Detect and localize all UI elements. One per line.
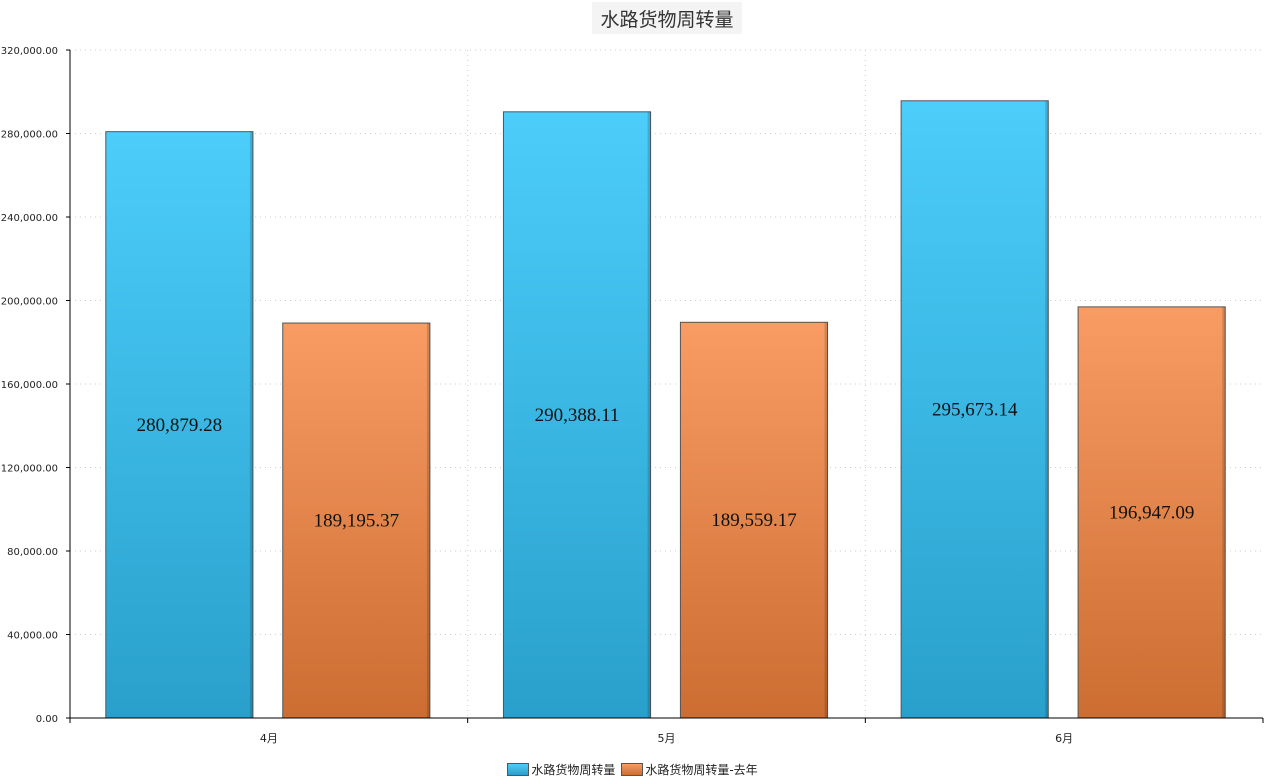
legend-item-last-year[interactable]: 水路货物周转量-去年 [621, 761, 758, 778]
bar-value-label: 189,559.17 [711, 510, 797, 531]
legend-label-last-year: 水路货物周转量-去年 [645, 762, 758, 777]
x-tick-label: 4月 [260, 732, 278, 745]
bar-shading [647, 111, 651, 718]
x-tick-label: 5月 [658, 732, 676, 745]
bar-value-label: 189,195.37 [314, 511, 400, 532]
bar-shading [426, 323, 430, 718]
y-tick-label: 280,000.00 [1, 130, 58, 141]
y-tick-label: 80,000.00 [7, 547, 58, 558]
y-tick-label: 160,000.00 [1, 380, 58, 391]
bar-value-label: 295,673.14 [932, 399, 1018, 420]
bar-shading [1222, 306, 1226, 718]
bar[interactable] [502, 111, 652, 719]
legend: 水路货物周转量 水路货物周转量-去年 [0, 759, 1265, 779]
legend-swatch-last-year [621, 762, 644, 776]
legend-item-current[interactable]: 水路货物周转量 [507, 761, 615, 778]
bar-chart: 0.00 40,000.00 80,000.00 120,000.00 160,000.… [1, 46, 1264, 745]
bar[interactable] [282, 322, 431, 719]
y-tick-label: 240,000.00 [1, 213, 58, 224]
bar[interactable] [105, 131, 254, 719]
axes: 0.00 40,000.00 80,000.00 120,000.00 160,000.… [1, 46, 1264, 745]
bar-value-label: 196,947.09 [1109, 502, 1195, 523]
y-tick-label: 200,000.00 [1, 297, 58, 308]
chart-title: 水路货物周转量 [592, 2, 742, 34]
y-tick-label: 320,000.00 [1, 46, 58, 57]
bar-shading [1045, 100, 1049, 718]
bars [105, 100, 1226, 719]
y-tick-label: 0.00 [36, 714, 58, 725]
bar-shading [249, 131, 253, 719]
bar-shading [824, 322, 828, 718]
data-labels: 280,879.28 189,195.37 290,388.11 189,559.17… [137, 399, 1195, 531]
y-tick-label: 120,000.00 [1, 464, 58, 475]
bar[interactable] [900, 100, 1049, 719]
x-tick-label: 6月 [1055, 732, 1073, 745]
legend-swatch-current [507, 762, 530, 776]
y-tick-label: 40,000.00 [7, 631, 58, 642]
legend-label-current: 水路货物周转量 [531, 762, 616, 777]
bar-value-label: 280,879.28 [137, 415, 223, 436]
bar-value-label: 290,388.11 [535, 405, 620, 426]
